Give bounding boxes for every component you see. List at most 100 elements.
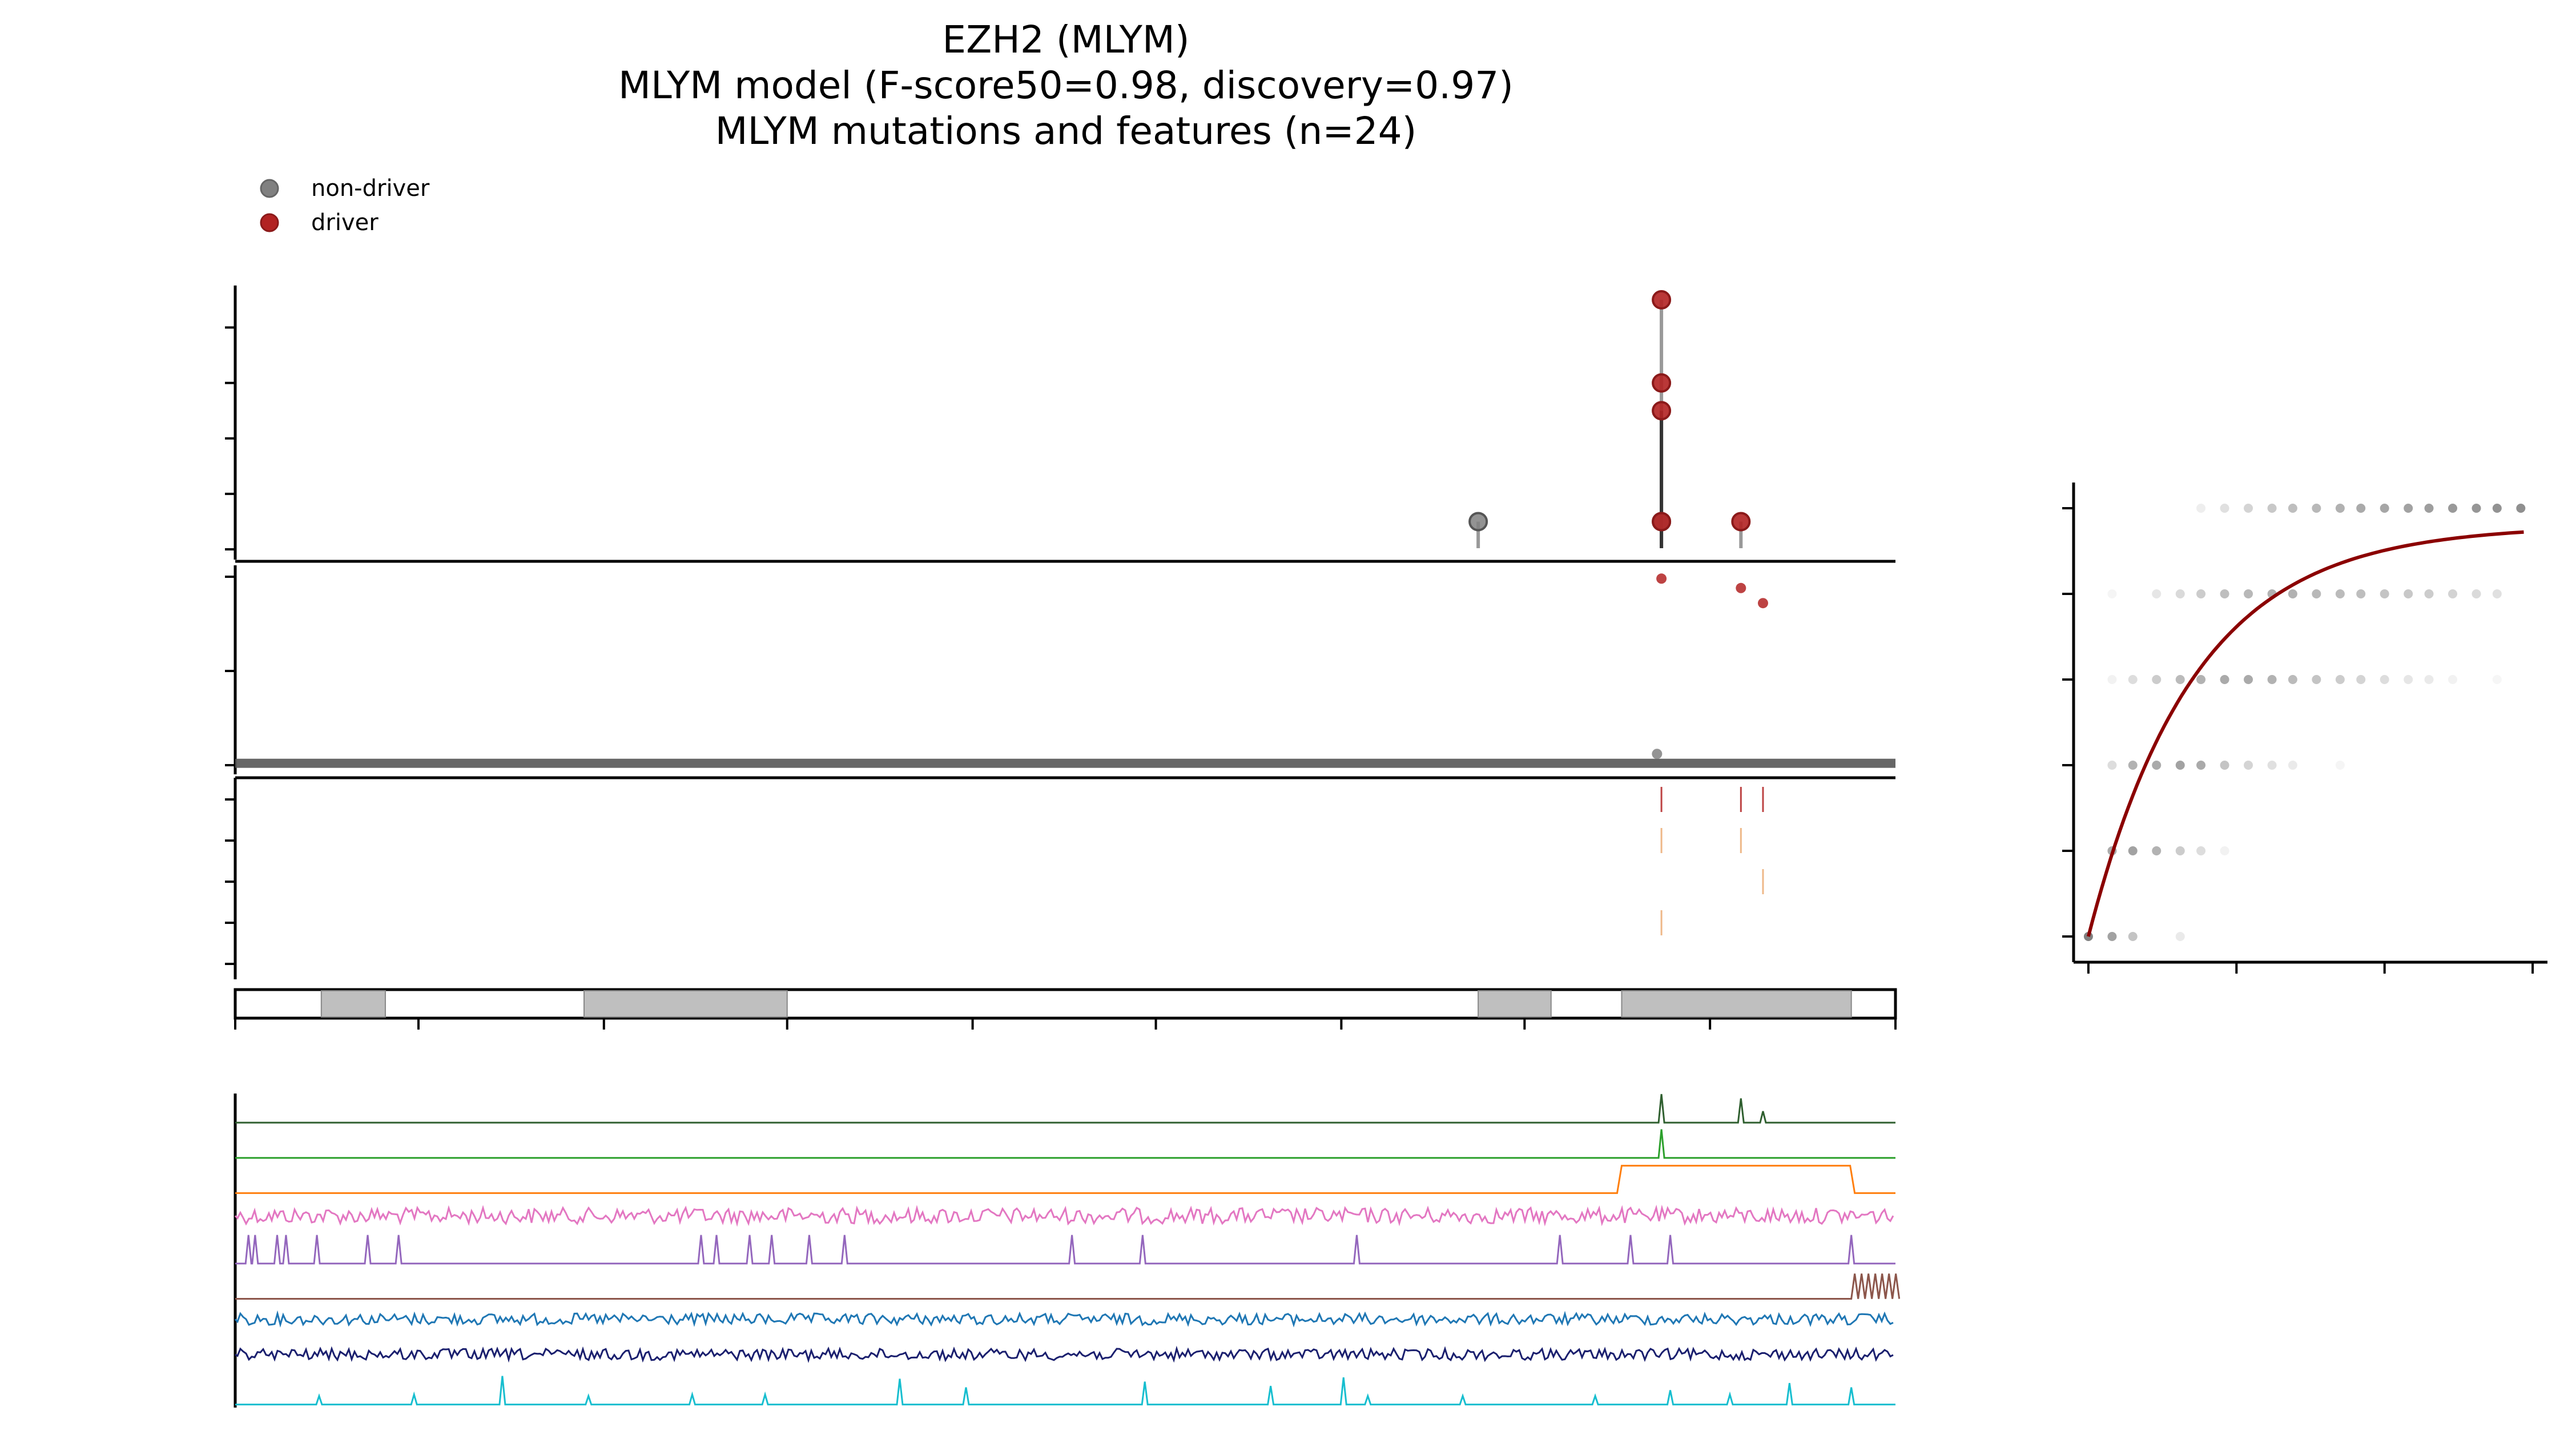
feature-track-line <box>235 1273 1901 1300</box>
downsampling-point <box>2448 504 2457 513</box>
downsampling-point <box>2196 589 2206 598</box>
downsampling-point <box>2107 675 2117 684</box>
feature-track-line <box>235 1164 1895 1194</box>
downsampling-point <box>2288 504 2297 513</box>
downsampling-point <box>2404 675 2413 684</box>
legend-label-non-driver: non-driver <box>311 175 430 202</box>
downsampling-point <box>2312 675 2321 684</box>
needle-point-driver <box>1652 290 1672 309</box>
downsampling-point <box>2220 761 2229 770</box>
domain-block <box>583 990 788 1018</box>
downsampling-point <box>2472 504 2481 513</box>
domain-frame <box>234 988 1897 1020</box>
downsampling-point <box>2492 675 2502 684</box>
needle-plot <box>225 286 1895 563</box>
downsampling-point <box>2267 504 2277 513</box>
downsampling-point <box>2196 846 2206 855</box>
downsampling-point <box>2152 761 2162 770</box>
downsampling-point <box>2196 504 2206 513</box>
downsampling-point <box>2107 589 2117 598</box>
needle-point-driver <box>1731 512 1751 532</box>
score-baseline-band <box>235 758 1895 768</box>
downsampling-point <box>2448 589 2457 598</box>
downsampling-point <box>2107 761 2117 770</box>
downsampling-plot <box>2062 483 2547 974</box>
downsampling-point <box>2175 675 2185 684</box>
feature-tracks <box>234 1094 1901 1408</box>
score-point-driver <box>1736 582 1746 593</box>
score-point-non-driver <box>1652 749 1663 759</box>
legend-marker-driver <box>260 213 279 232</box>
downsampling-point <box>2288 589 2297 598</box>
needle-point-driver <box>1652 401 1672 421</box>
feature-track-line <box>234 1204 1894 1227</box>
feature-track-line <box>235 1235 1895 1265</box>
feature-track-line <box>235 1376 1895 1406</box>
downsampling-point <box>2244 675 2253 684</box>
downsampling-point <box>2404 589 2413 598</box>
downsampling-point <box>2152 846 2162 855</box>
downsampling-point <box>2244 761 2253 770</box>
downsampling-point <box>2424 504 2434 513</box>
downsampling-point <box>2312 504 2321 513</box>
title-line-2: MLYM model (F-score50=0.98, discovery=0.… <box>618 63 1514 107</box>
downsampling-point <box>2220 675 2229 684</box>
downsampling-point <box>2356 589 2366 598</box>
downsampling-point <box>2128 932 2138 941</box>
downsampling-point <box>2288 675 2297 684</box>
score-point-driver <box>1757 598 1768 609</box>
domain-block <box>320 990 386 1018</box>
downsampling-point <box>2492 504 2502 513</box>
downsampling-point <box>2244 589 2253 598</box>
downsampling-point <box>2220 846 2229 855</box>
downsampling-point <box>2492 589 2502 598</box>
downsampling-point <box>2196 675 2206 684</box>
downsampling-point <box>2196 761 2206 770</box>
domain-block <box>1621 990 1852 1018</box>
downsampling-point <box>2356 675 2366 684</box>
downsampling-point <box>2335 504 2345 513</box>
feature-track-line <box>234 1310 1894 1328</box>
downsampling-point <box>2220 589 2229 598</box>
legend: non-driver driver <box>260 175 430 236</box>
downsampling-point <box>2380 504 2389 513</box>
feature-track-line <box>235 1094 1895 1124</box>
downsampling-point <box>2244 504 2253 513</box>
needle-point-driver <box>1652 512 1672 532</box>
downsampling-point <box>2175 932 2185 941</box>
downsampling-point <box>2220 504 2229 513</box>
figure-title: EZH2 (MLYM) MLYM model (F-score50=0.98, … <box>618 18 1514 153</box>
downsampling-point <box>2175 589 2185 598</box>
downsampling-point <box>2267 675 2277 684</box>
downsampling-point <box>2152 675 2162 684</box>
downsampling-point <box>2380 675 2389 684</box>
downsampling-point <box>2107 932 2117 941</box>
downsampling-point <box>2267 761 2277 770</box>
driver-tracks <box>225 776 1895 979</box>
downsampling-point <box>2128 846 2138 855</box>
downsampling-point <box>2335 589 2345 598</box>
downsampling-point <box>2424 589 2434 598</box>
downsampling-point <box>2335 675 2345 684</box>
downsampling-point <box>2516 504 2526 513</box>
needle-point-non-driver <box>1468 512 1488 532</box>
downsampling-point <box>2175 761 2185 770</box>
downsampling-fit-curve <box>2086 530 2524 937</box>
downsampling-point <box>2424 675 2434 684</box>
domain-bar <box>234 988 1897 1030</box>
downsampling-point <box>2128 761 2138 770</box>
feature-track-line <box>235 1129 1895 1159</box>
downsampling-point <box>2380 589 2389 598</box>
score-point-driver <box>1656 573 1667 584</box>
title-line-1: EZH2 (MLYM) <box>942 18 1189 62</box>
downsampling-point <box>2152 589 2162 598</box>
domain-block <box>1478 990 1552 1018</box>
downsampling-point <box>2335 761 2345 770</box>
downsampling-point <box>2312 589 2321 598</box>
downsampling-point <box>2175 846 2185 855</box>
feature-track-line <box>235 1345 1894 1364</box>
legend-marker-non-driver <box>260 179 279 198</box>
needle-point-driver <box>1652 373 1672 393</box>
downsampling-point <box>2448 675 2457 684</box>
